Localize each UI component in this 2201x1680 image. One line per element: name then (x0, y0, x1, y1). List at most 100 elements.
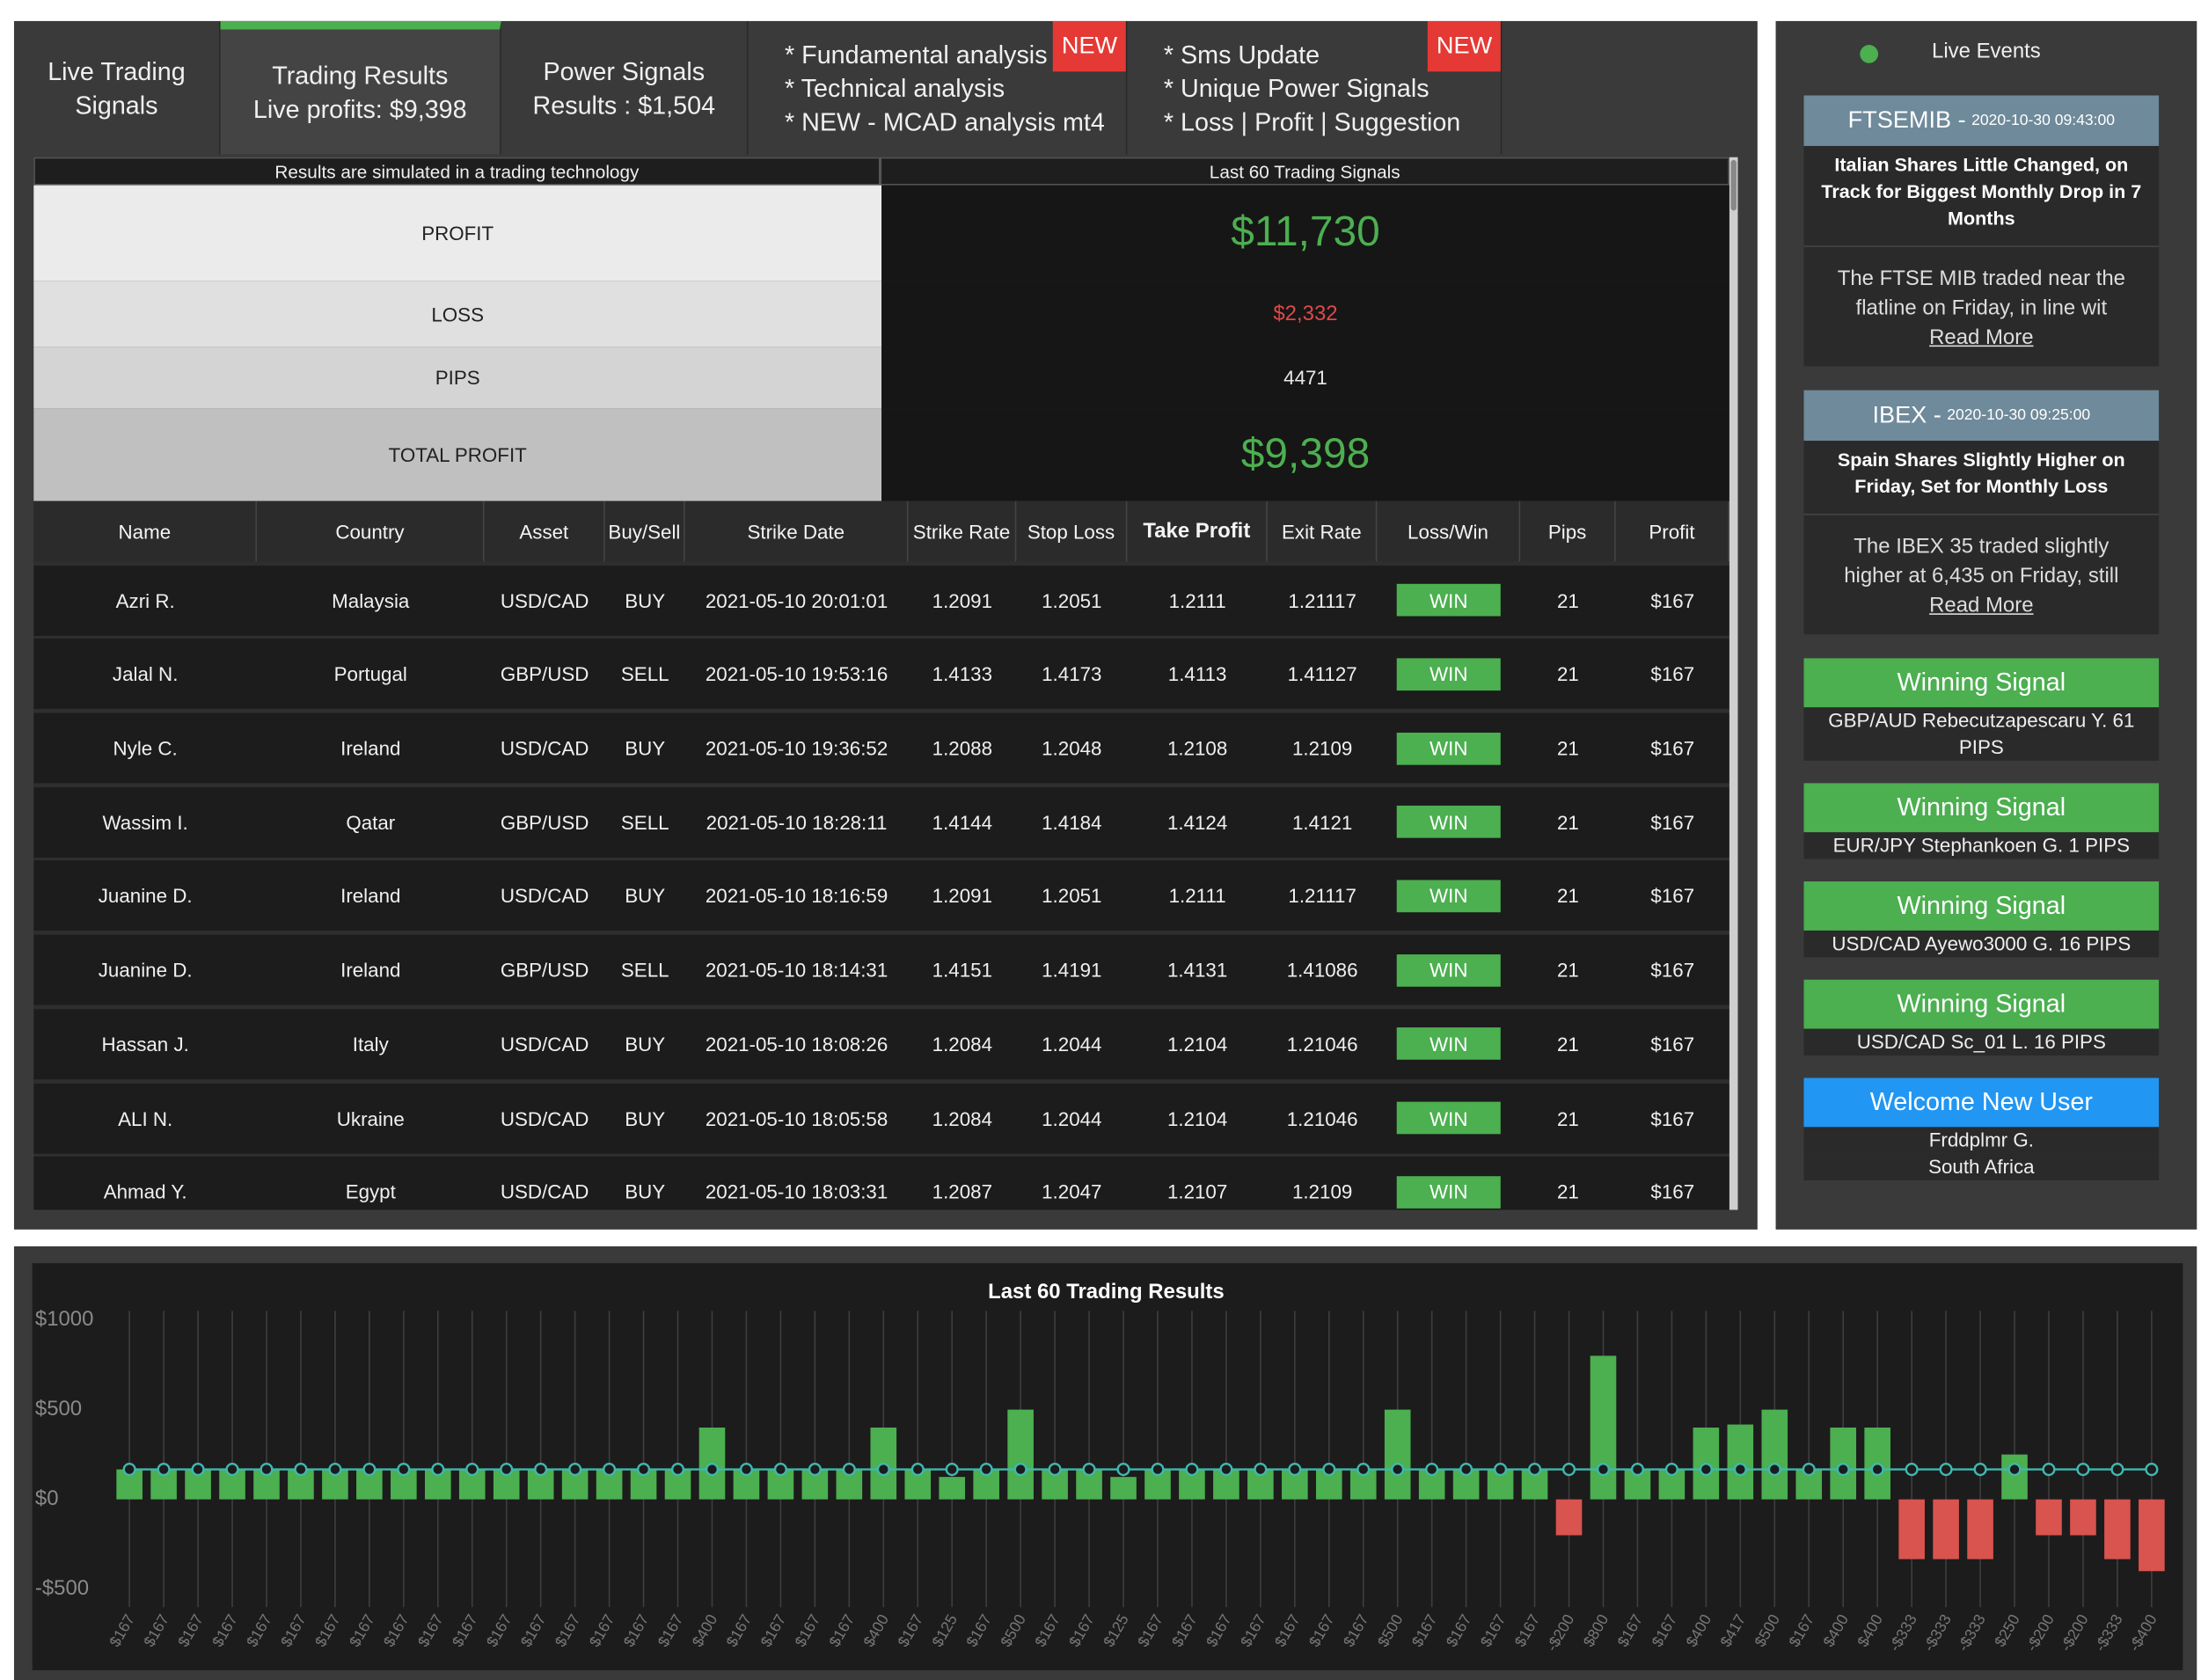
line-point (739, 1462, 754, 1477)
card-heading: Winning Signal (1803, 783, 2160, 833)
table-cell: 1.21046 (1286, 1107, 1358, 1129)
table-cell: BUY (625, 1180, 666, 1203)
bar (2104, 1499, 2131, 1559)
column-header: Stop Loss (1016, 500, 1128, 562)
y-tick-label: $0 (35, 1486, 59, 1510)
summary-row: TOTAL PROFIT $9,398 (33, 408, 1729, 501)
table-cell: Jalal N. (112, 662, 179, 686)
x-tick-label: $250 (1991, 1611, 2023, 1650)
scrollbar-thumb[interactable] (1730, 159, 1737, 211)
table-cell: 1.4124 (1166, 810, 1228, 834)
tab-line: Live Trading (48, 56, 186, 85)
table-cell: 21 (1556, 736, 1579, 760)
x-tick-label: $167 (1134, 1611, 1166, 1650)
line-point (157, 1462, 171, 1477)
line-point (500, 1462, 514, 1477)
x-tick-label: $167 (106, 1611, 138, 1650)
column-header: Name (33, 500, 258, 562)
table-header: Name Country Asset Buy/Sell Strike Date Strik… (33, 500, 1729, 562)
summary-value: $2,332 (881, 281, 1729, 347)
y-tick-label: $1000 (35, 1307, 94, 1331)
news-item: IBEX - 2020-10-30 09:25:00 Spain Shares Sl… (1803, 390, 2160, 635)
table-cell: Portugal (333, 662, 407, 686)
x-tick-label: $125 (928, 1611, 961, 1650)
table-cell: WIN (1377, 713, 1520, 784)
x-tick-label: $125 (1100, 1611, 1132, 1650)
x-tick-label: $400 (1854, 1611, 1886, 1650)
line-point (1254, 1462, 1268, 1477)
x-tick-label: $167 (243, 1611, 275, 1650)
line-point (1939, 1462, 1953, 1477)
table-cell: Ukraine (336, 1107, 405, 1129)
tab-line: Live profits: $9,398 (252, 94, 467, 123)
x-tick-label: $167 (586, 1611, 618, 1650)
table-cell: 2021-05-10 18:14:31 (705, 959, 888, 982)
table-cell: 1.41086 (1286, 959, 1358, 982)
line-point (465, 1462, 479, 1477)
table-cell: 1.2051 (1042, 884, 1102, 908)
x-tick-label: $167 (1613, 1611, 1646, 1650)
tab[interactable]: Power Signals Results : $1,504 (501, 20, 749, 155)
tab-line: Signals (75, 90, 158, 119)
line-point (1288, 1462, 1302, 1477)
tab[interactable]: * Sms Update * Unique Power Signals * Loss… (1127, 20, 1503, 155)
table-cell: SELL (620, 662, 669, 686)
x-tick-label: $167 (1511, 1611, 1544, 1650)
table-cell: 1.21117 (1288, 588, 1356, 612)
scrollbar[interactable] (1729, 157, 1738, 1210)
table-cell: ALI N. (118, 1107, 173, 1129)
table-cell: BUY (625, 1107, 666, 1129)
table-row: Juanine D. Ireland GBP/USD SELL 2021-05-10 1… (33, 934, 1729, 1005)
line-point (603, 1462, 617, 1477)
line-point (636, 1462, 651, 1477)
table-cell: USD/CAD (500, 884, 589, 908)
table-cell: Nyle C. (113, 736, 178, 760)
column-header: Pips (1520, 500, 1616, 562)
x-tick-label: -$200 (2057, 1611, 2092, 1654)
x-tick-label: $167 (1065, 1611, 1098, 1650)
column-header: Country (257, 500, 485, 562)
bar (1761, 1409, 1788, 1500)
bar (1933, 1499, 1959, 1559)
table-cell: 1.2104 (1166, 1033, 1228, 1055)
table-cell: 1.4184 (1042, 810, 1102, 834)
tab[interactable]: Live Trading Signals (14, 20, 221, 155)
table-cell: 1.2108 (1166, 736, 1228, 760)
read-more-link[interactable]: Read More (1929, 593, 2034, 618)
table-cell: 1.4144 (932, 810, 993, 834)
summary-value: $9,398 (881, 408, 1729, 501)
chart: Last 60 Trading Results $1000 $500 $0 -$500… (32, 1263, 2183, 1670)
line-point (1116, 1462, 1130, 1477)
table-cell: WIN (1377, 1157, 1520, 1209)
table-cell: USD/CAD (500, 588, 589, 612)
x-tick-label: -$400 (2125, 1611, 2161, 1654)
tab[interactable]: * Fundamental analysis * Technical analys… (749, 20, 1128, 155)
x-tick-label: $167 (825, 1611, 858, 1650)
table-cell: 2021-05-10 18:16:59 (705, 884, 888, 908)
column-header: Strike Date (685, 500, 909, 562)
table-cell: 1.2044 (1042, 1107, 1102, 1129)
table-cell: 1.2044 (1042, 1033, 1102, 1055)
x-tick-label: -$333 (1919, 1611, 1955, 1654)
table-cell: 1.2107 (1166, 1180, 1228, 1203)
line-point (1630, 1462, 1645, 1477)
table-cell: 1.21117 (1288, 884, 1356, 908)
card-line: EUR/JPY Stephankoen G. 1 PIPS (1803, 832, 2160, 859)
tab[interactable]: Trading Results Live profits: $9,398 (220, 20, 501, 155)
x-tick-label: $167 (1271, 1611, 1304, 1650)
line-point (1459, 1462, 1473, 1477)
line-point (1699, 1462, 1713, 1477)
table-cell: Azri R. (115, 588, 175, 612)
live-dot (1860, 45, 1879, 63)
line-point (534, 1462, 548, 1477)
table-row: Ahmad Y. Egypt USD/CAD BUY 2021-05-10 18:03:… (33, 1157, 1729, 1210)
bar (2070, 1499, 2096, 1536)
bar (1967, 1499, 1993, 1559)
line-point (122, 1462, 136, 1477)
x-tick-label: $167 (380, 1611, 413, 1650)
table-cell: 1.2091 (932, 884, 993, 908)
win-badge: WIN (1396, 953, 1501, 987)
read-more-link[interactable]: Read More (1929, 325, 2034, 350)
card-heading: Winning Signal (1803, 881, 2160, 931)
x-tick-label: $167 (1648, 1611, 1680, 1650)
